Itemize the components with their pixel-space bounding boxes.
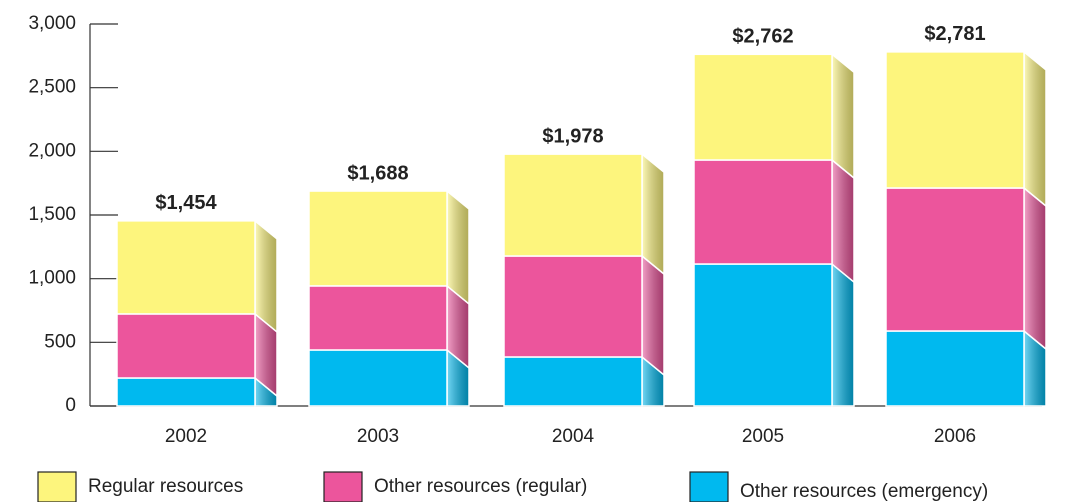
legend-swatch bbox=[323, 471, 363, 502]
bar-side-shade bbox=[831, 52, 855, 180]
y-tick-label: 500 bbox=[44, 331, 76, 352]
bar-side-shade bbox=[641, 254, 665, 377]
bar bbox=[116, 313, 256, 379]
bar bbox=[693, 159, 833, 265]
bar-side-shade bbox=[641, 152, 665, 276]
legend-swatch bbox=[689, 471, 729, 502]
bar-side-shade bbox=[831, 158, 855, 284]
bar-side-shade bbox=[1023, 50, 1047, 208]
legend-label: Other resources (regular) bbox=[374, 476, 587, 497]
total-label: $2,781 bbox=[924, 23, 985, 45]
y-tick-label: 2,500 bbox=[28, 77, 76, 98]
bar bbox=[308, 285, 448, 351]
y-tick-label: 3,000 bbox=[28, 13, 76, 34]
bar bbox=[116, 220, 256, 315]
x-tick-label: 2002 bbox=[165, 426, 207, 447]
y-tick-label: 1,500 bbox=[28, 204, 76, 225]
y-tick-label: 2,000 bbox=[28, 140, 76, 161]
bar bbox=[885, 330, 1025, 407]
bar bbox=[503, 356, 643, 407]
bar bbox=[503, 153, 643, 257]
x-tick-label: 2004 bbox=[552, 426, 595, 447]
x-tick-label: 2005 bbox=[742, 426, 784, 447]
bar bbox=[503, 255, 643, 358]
bar-side-shade bbox=[831, 262, 855, 407]
bar bbox=[308, 190, 448, 287]
bar bbox=[885, 187, 1025, 332]
total-label: $2,762 bbox=[732, 26, 793, 48]
total-label: $1,454 bbox=[155, 192, 217, 214]
legend-label: Other resources (emergency) bbox=[740, 481, 988, 502]
bar-side-shade bbox=[1023, 186, 1047, 351]
bar bbox=[885, 51, 1025, 189]
x-tick-label: 2006 bbox=[934, 426, 976, 447]
legend-label: Regular resources bbox=[88, 476, 243, 497]
bar-side-shade bbox=[254, 219, 278, 334]
bar bbox=[693, 263, 833, 407]
total-label: $1,688 bbox=[347, 162, 408, 184]
bar bbox=[116, 377, 256, 407]
x-tick-label: 2003 bbox=[357, 426, 399, 447]
legend-swatch bbox=[37, 471, 77, 502]
total-label: $1,978 bbox=[542, 125, 603, 147]
bar-side-shade bbox=[446, 189, 470, 306]
y-tick-label: 0 bbox=[65, 395, 76, 416]
bar bbox=[693, 53, 833, 161]
y-tick-label: 1,000 bbox=[28, 268, 76, 289]
bar bbox=[308, 349, 448, 407]
